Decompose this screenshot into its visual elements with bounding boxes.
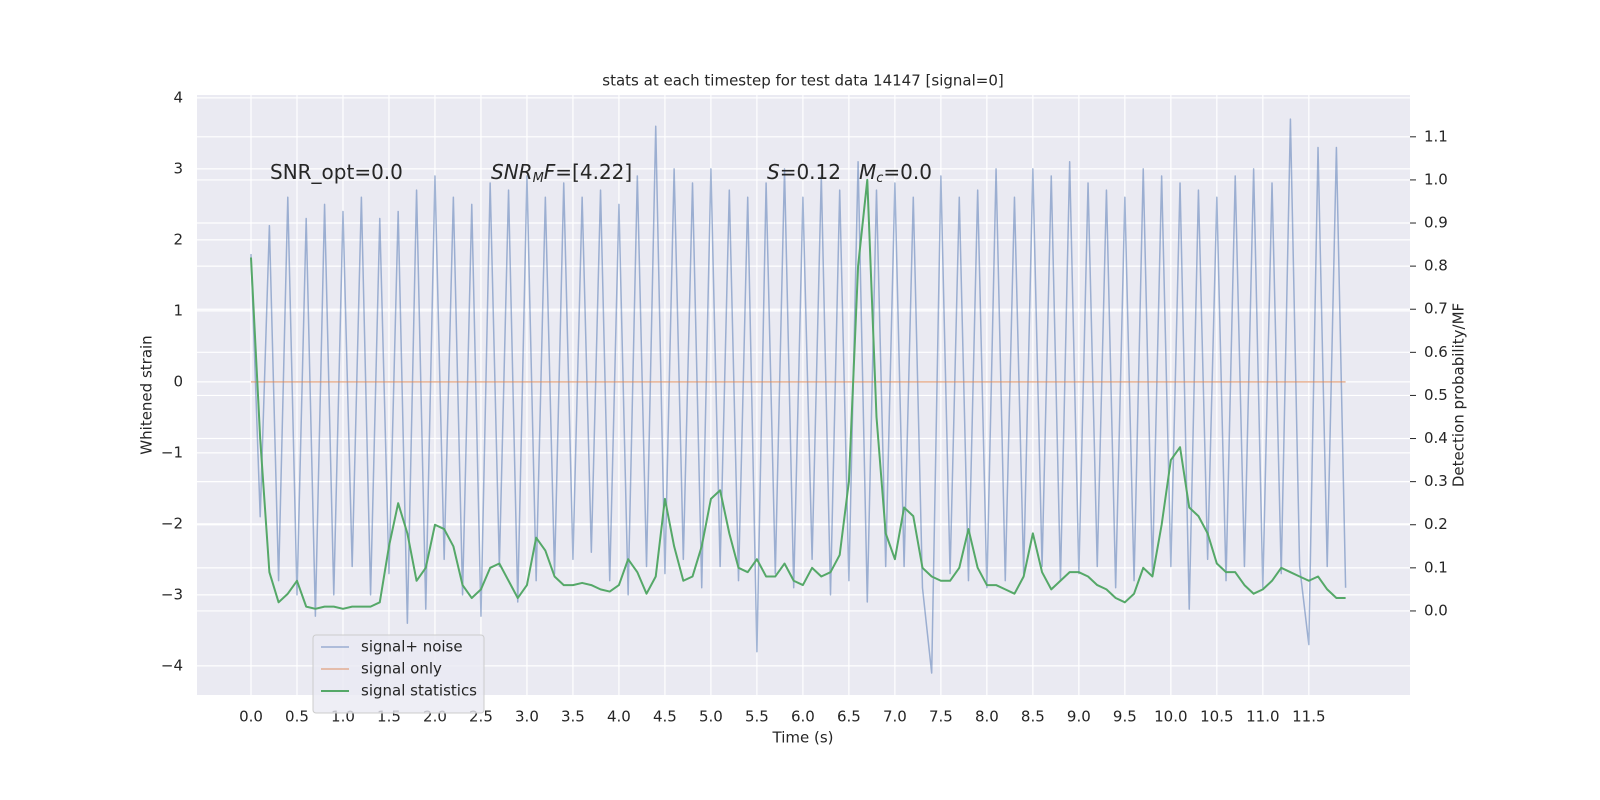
x-tick-label: 5.5 xyxy=(745,708,769,726)
legend-box xyxy=(312,634,485,714)
y2-tick-label: 0.2 xyxy=(1424,515,1448,533)
x-tick-label: 8.0 xyxy=(975,708,999,726)
x-tick-label: 4.5 xyxy=(653,708,677,726)
x-tick-label: 3.5 xyxy=(561,708,585,726)
y-tick-label: 4 xyxy=(173,88,183,106)
annotation-part: SNR xyxy=(491,160,533,184)
y2-tick-label: 0.9 xyxy=(1424,214,1448,232)
legend-label: signal only xyxy=(361,660,442,678)
y2-tick-label: 1.0 xyxy=(1424,170,1448,188)
x-tick-label: 0.0 xyxy=(239,708,263,726)
annotation-part: =[4.22] xyxy=(555,160,632,184)
series-line xyxy=(250,118,1347,674)
y-tick-label: 0 xyxy=(173,372,183,390)
x-tick-label: 7.5 xyxy=(929,708,953,726)
legend: signal+ noise signal only signal statistic… xyxy=(312,634,485,714)
x-tick-label: 10.0 xyxy=(1154,708,1187,726)
legend-label: signal+ noise xyxy=(361,638,463,656)
y-tick-label: 3 xyxy=(173,159,183,177)
y-tick-label: −1 xyxy=(161,443,183,461)
annotation-part: M xyxy=(859,160,876,184)
x-tick-label: 11.5 xyxy=(1292,708,1325,726)
x-axis-label: Time (s) xyxy=(772,729,834,747)
y-tick-label: 1 xyxy=(173,301,183,319)
x-tick-label: 9.0 xyxy=(1067,708,1091,726)
y-tick-label: 2 xyxy=(173,230,183,248)
legend-label: signal statistics xyxy=(361,682,477,700)
annotation: Mc=0.0 xyxy=(859,160,932,186)
annotation-part: =0.0 xyxy=(883,160,932,184)
y2-tick-label: 1.1 xyxy=(1424,127,1448,145)
y-tick-label: −2 xyxy=(161,514,183,532)
x-tick-label: 9.5 xyxy=(1113,708,1137,726)
y2-tick-label: 0.0 xyxy=(1424,601,1448,619)
y2-axis-label: Detection probability/MF xyxy=(1450,303,1468,487)
y2-tick-label: 0.5 xyxy=(1424,386,1448,404)
chart-title: stats at each timestep for test data 141… xyxy=(602,72,1003,90)
y-tick-label: −4 xyxy=(161,656,183,674)
labels: 0.0 0.5 1.0 1.5 2.0 2.5 3.0 3.5 4.0 4.5 5.0 5.5 6.0 6… xyxy=(161,88,1448,725)
annotation-part: M xyxy=(533,171,544,186)
x-tick-label: 3.0 xyxy=(515,708,539,726)
x-tick-label: 6.0 xyxy=(791,708,815,726)
x-tick-label: 4.0 xyxy=(607,708,631,726)
annotation: SNRMF=[4.22] xyxy=(491,160,632,186)
annotation-part: S xyxy=(767,160,780,184)
x-tick-label: 0.5 xyxy=(285,708,309,726)
annotation-part: F xyxy=(544,160,556,184)
annotation-part: SNR_opt=0.0 xyxy=(270,160,403,184)
y2-tick-label: 0.8 xyxy=(1424,257,1448,275)
annotation: SNR_opt=0.0 xyxy=(270,160,403,184)
x-tick-label: 6.5 xyxy=(837,708,861,726)
y2-tick-label: 0.4 xyxy=(1424,429,1448,447)
y2-tick-label: 0.3 xyxy=(1424,472,1448,490)
annotation-part: =0.12 xyxy=(780,160,841,184)
x-tick-label: 8.5 xyxy=(1021,708,1045,726)
annotation-part: c xyxy=(876,171,883,186)
y-tick-label: −3 xyxy=(161,585,183,603)
x-tick-label: 11.0 xyxy=(1246,708,1279,726)
y2-tick-label: 0.1 xyxy=(1424,558,1448,576)
x-tick-label: 10.5 xyxy=(1200,708,1233,726)
y2-tick-label: 0.7 xyxy=(1424,300,1448,318)
series-line xyxy=(249,178,1346,610)
y-axis-label: Whitened strain xyxy=(138,335,156,454)
x-tick-label: 5.0 xyxy=(699,708,723,726)
y2-tick-label: 0.6 xyxy=(1424,343,1448,361)
series-lines xyxy=(249,118,1347,674)
annotation: S=0.12 xyxy=(767,160,841,184)
x-tick-label: 7.0 xyxy=(883,708,907,726)
